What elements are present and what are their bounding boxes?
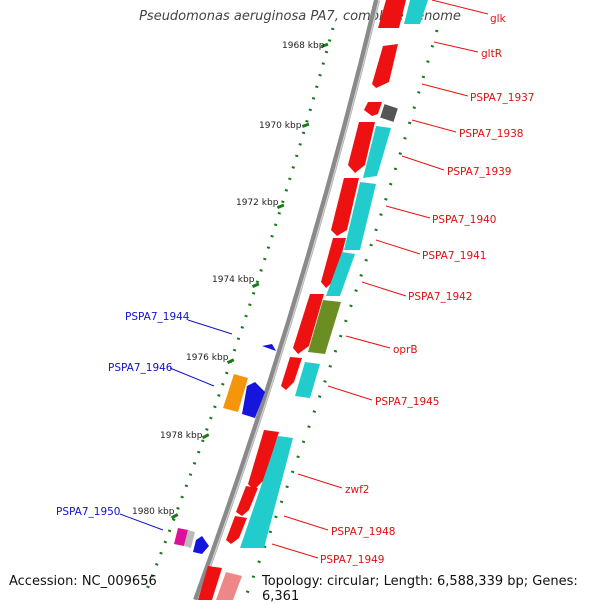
- gene-feature-1950b[interactable]: [184, 530, 195, 548]
- gene-feature-1948b[interactable]: [226, 516, 247, 544]
- gene-feature-1945-outer[interactable]: [295, 362, 320, 398]
- gene-feature-1939[interactable]: [331, 178, 359, 236]
- gene-feature-1941-outer[interactable]: [326, 252, 355, 296]
- tick-label: 1976 kbp: [186, 353, 229, 363]
- tick-mark: [251, 282, 260, 289]
- gene-feature-gltR[interactable]: [372, 44, 398, 88]
- gene-feature-1939-outer[interactable]: [344, 182, 376, 250]
- gene-label-zwf2[interactable]: zwf2: [345, 484, 369, 496]
- gene-label-1945[interactable]: PSPA7_1945: [375, 396, 440, 408]
- tick-mark: [226, 358, 235, 365]
- gene-feature-1937[interactable]: [364, 102, 382, 116]
- gene-label-1949[interactable]: PSPA7_1949: [320, 554, 385, 566]
- gene-feature-1937-outer[interactable]: [380, 104, 398, 122]
- gene-feature-1946a[interactable]: [223, 374, 248, 412]
- tick-label: 1968 kbp: [282, 41, 325, 51]
- gene-label-oprB[interactable]: oprB: [393, 344, 418, 356]
- forward-gene-labels: glk gltR PSPA7_1937 PSPA7_1938 PSPA7_193…: [320, 13, 535, 566]
- tick-dots: [144, 27, 439, 597]
- gene-label-glk[interactable]: glk: [490, 13, 507, 25]
- accession-text: Accession: NC_009656: [9, 574, 157, 589]
- gene-label-1938[interactable]: PSPA7_1938: [459, 128, 524, 140]
- tick-mark: [170, 513, 179, 520]
- gene-feature-1944[interactable]: [262, 344, 276, 351]
- tick-label: 1970 kbp: [259, 121, 302, 131]
- gene-feature-1948a[interactable]: [236, 486, 258, 516]
- tick-label: 1980 kbp: [132, 507, 175, 517]
- gene-feature-bottom-outer[interactable]: [216, 572, 242, 600]
- gene-label-gltR[interactable]: gltR: [481, 48, 502, 60]
- gene-label-1937[interactable]: PSPA7_1937: [470, 92, 535, 104]
- gene-feature-1945[interactable]: [281, 357, 302, 390]
- gene-feature-1946b[interactable]: [242, 382, 265, 418]
- tick-labels: 1968 kbp 1970 kbp 1972 kbp 1974 kbp 1976…: [132, 41, 325, 517]
- tick-mark: [276, 203, 285, 209]
- gene-label-1948[interactable]: PSPA7_1948: [331, 526, 396, 538]
- gene-label-1944[interactable]: PSPA7_1944: [125, 311, 190, 323]
- leader-lines: [119, 0, 489, 559]
- gene-label-1939[interactable]: PSPA7_1939: [447, 166, 512, 178]
- reverse-gene-labels: PSPA7_1944 PSPA7_1946 PSPA7_1950: [56, 311, 190, 518]
- tick-mark: [320, 42, 329, 48]
- tick-label: 1972 kbp: [236, 198, 279, 208]
- tick-mark: [301, 122, 310, 128]
- gene-feature-1942[interactable]: [293, 294, 324, 354]
- gene-feature-oprB-outer[interactable]: [308, 300, 341, 354]
- gene-feature-zwf2[interactable]: [248, 430, 279, 490]
- tick-mark: [201, 433, 210, 440]
- reverse-gene-features: [174, 344, 276, 554]
- gene-feature-glk[interactable]: [378, 0, 406, 28]
- tick-label: 1974 kbp: [212, 275, 255, 285]
- gene-label-1950[interactable]: PSPA7_1950: [56, 506, 121, 518]
- gene-label-1941[interactable]: PSPA7_1941: [422, 250, 487, 262]
- gene-label-1942[interactable]: PSPA7_1942: [408, 291, 473, 303]
- gene-label-1940[interactable]: PSPA7_1940: [432, 214, 497, 226]
- gene-feature-bottom[interactable]: [198, 566, 222, 600]
- gene-label-1946[interactable]: PSPA7_1946: [108, 362, 173, 374]
- gene-feature-1940[interactable]: [321, 238, 346, 288]
- gene-feature-1938-outer[interactable]: [363, 126, 391, 178]
- major-ticks: [170, 42, 329, 520]
- gene-feature-1950a[interactable]: [174, 528, 188, 546]
- genome-backbone: [193, 0, 380, 600]
- gene-feature-1950c[interactable]: [193, 536, 209, 554]
- gene-feature-glk-outer[interactable]: [404, 0, 428, 24]
- gene-feature-1938[interactable]: [348, 122, 375, 173]
- forward-gene-features: [216, 0, 428, 600]
- forward-cds-features: [198, 0, 406, 600]
- tick-label: 1978 kbp: [160, 431, 203, 441]
- gene-feature-zwf2-outer[interactable]: [240, 436, 293, 548]
